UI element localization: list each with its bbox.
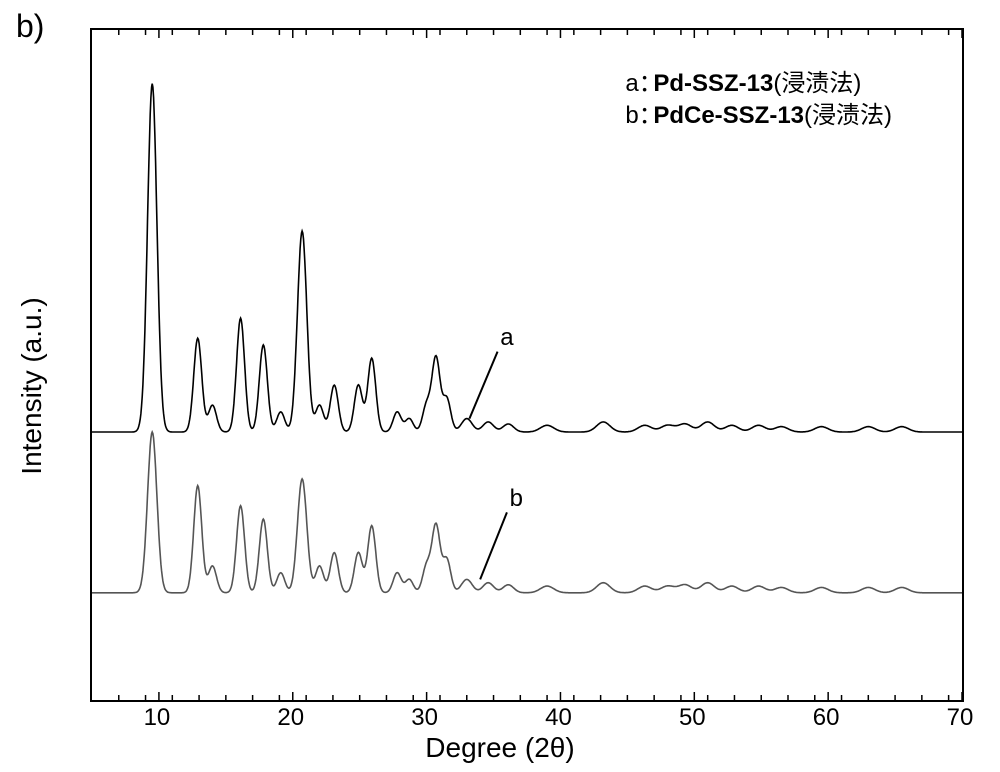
legend-suffix-a: (浸渍法) [773,70,861,97]
legend-row-a: a：Pd-SSZ-13(浸渍法) [625,68,892,100]
legend-key-a: a： [625,68,653,100]
x-tick-label: 50 [679,704,706,732]
legend-name-b: PdCe-SSZ-13 [653,102,804,129]
x-tick-label: 30 [411,704,438,732]
legend: a：Pd-SSZ-13(浸渍法) b：PdCe-SSZ-13(浸渍法) [625,68,892,133]
legend-suffix-b: (浸渍法) [804,102,892,129]
x-tick-label: 40 [545,704,572,732]
annotation-b: b [510,485,523,513]
legend-name-a: Pd-SSZ-13 [653,70,773,97]
plot-area: a：Pd-SSZ-13(浸渍法) b：PdCe-SSZ-13(浸渍法) a b [90,28,964,702]
x-axis-label: Degree (2θ) [425,732,574,764]
x-tick-label: 70 [947,704,974,732]
legend-key-b: b： [625,100,653,132]
x-tick-label: 10 [144,704,171,732]
y-axis-label: Intensity (a.u.) [16,297,48,474]
x-tick-label: 20 [277,704,304,732]
annotation-a: a [500,324,513,352]
legend-row-b: b：PdCe-SSZ-13(浸渍法) [625,100,892,132]
panel-label: b) [16,8,44,45]
x-tick-label: 60 [813,704,840,732]
xrd-figure: b) a：Pd-SSZ-13(浸渍法) b：PdCe-SSZ-13(浸渍法) a… [0,0,1000,772]
